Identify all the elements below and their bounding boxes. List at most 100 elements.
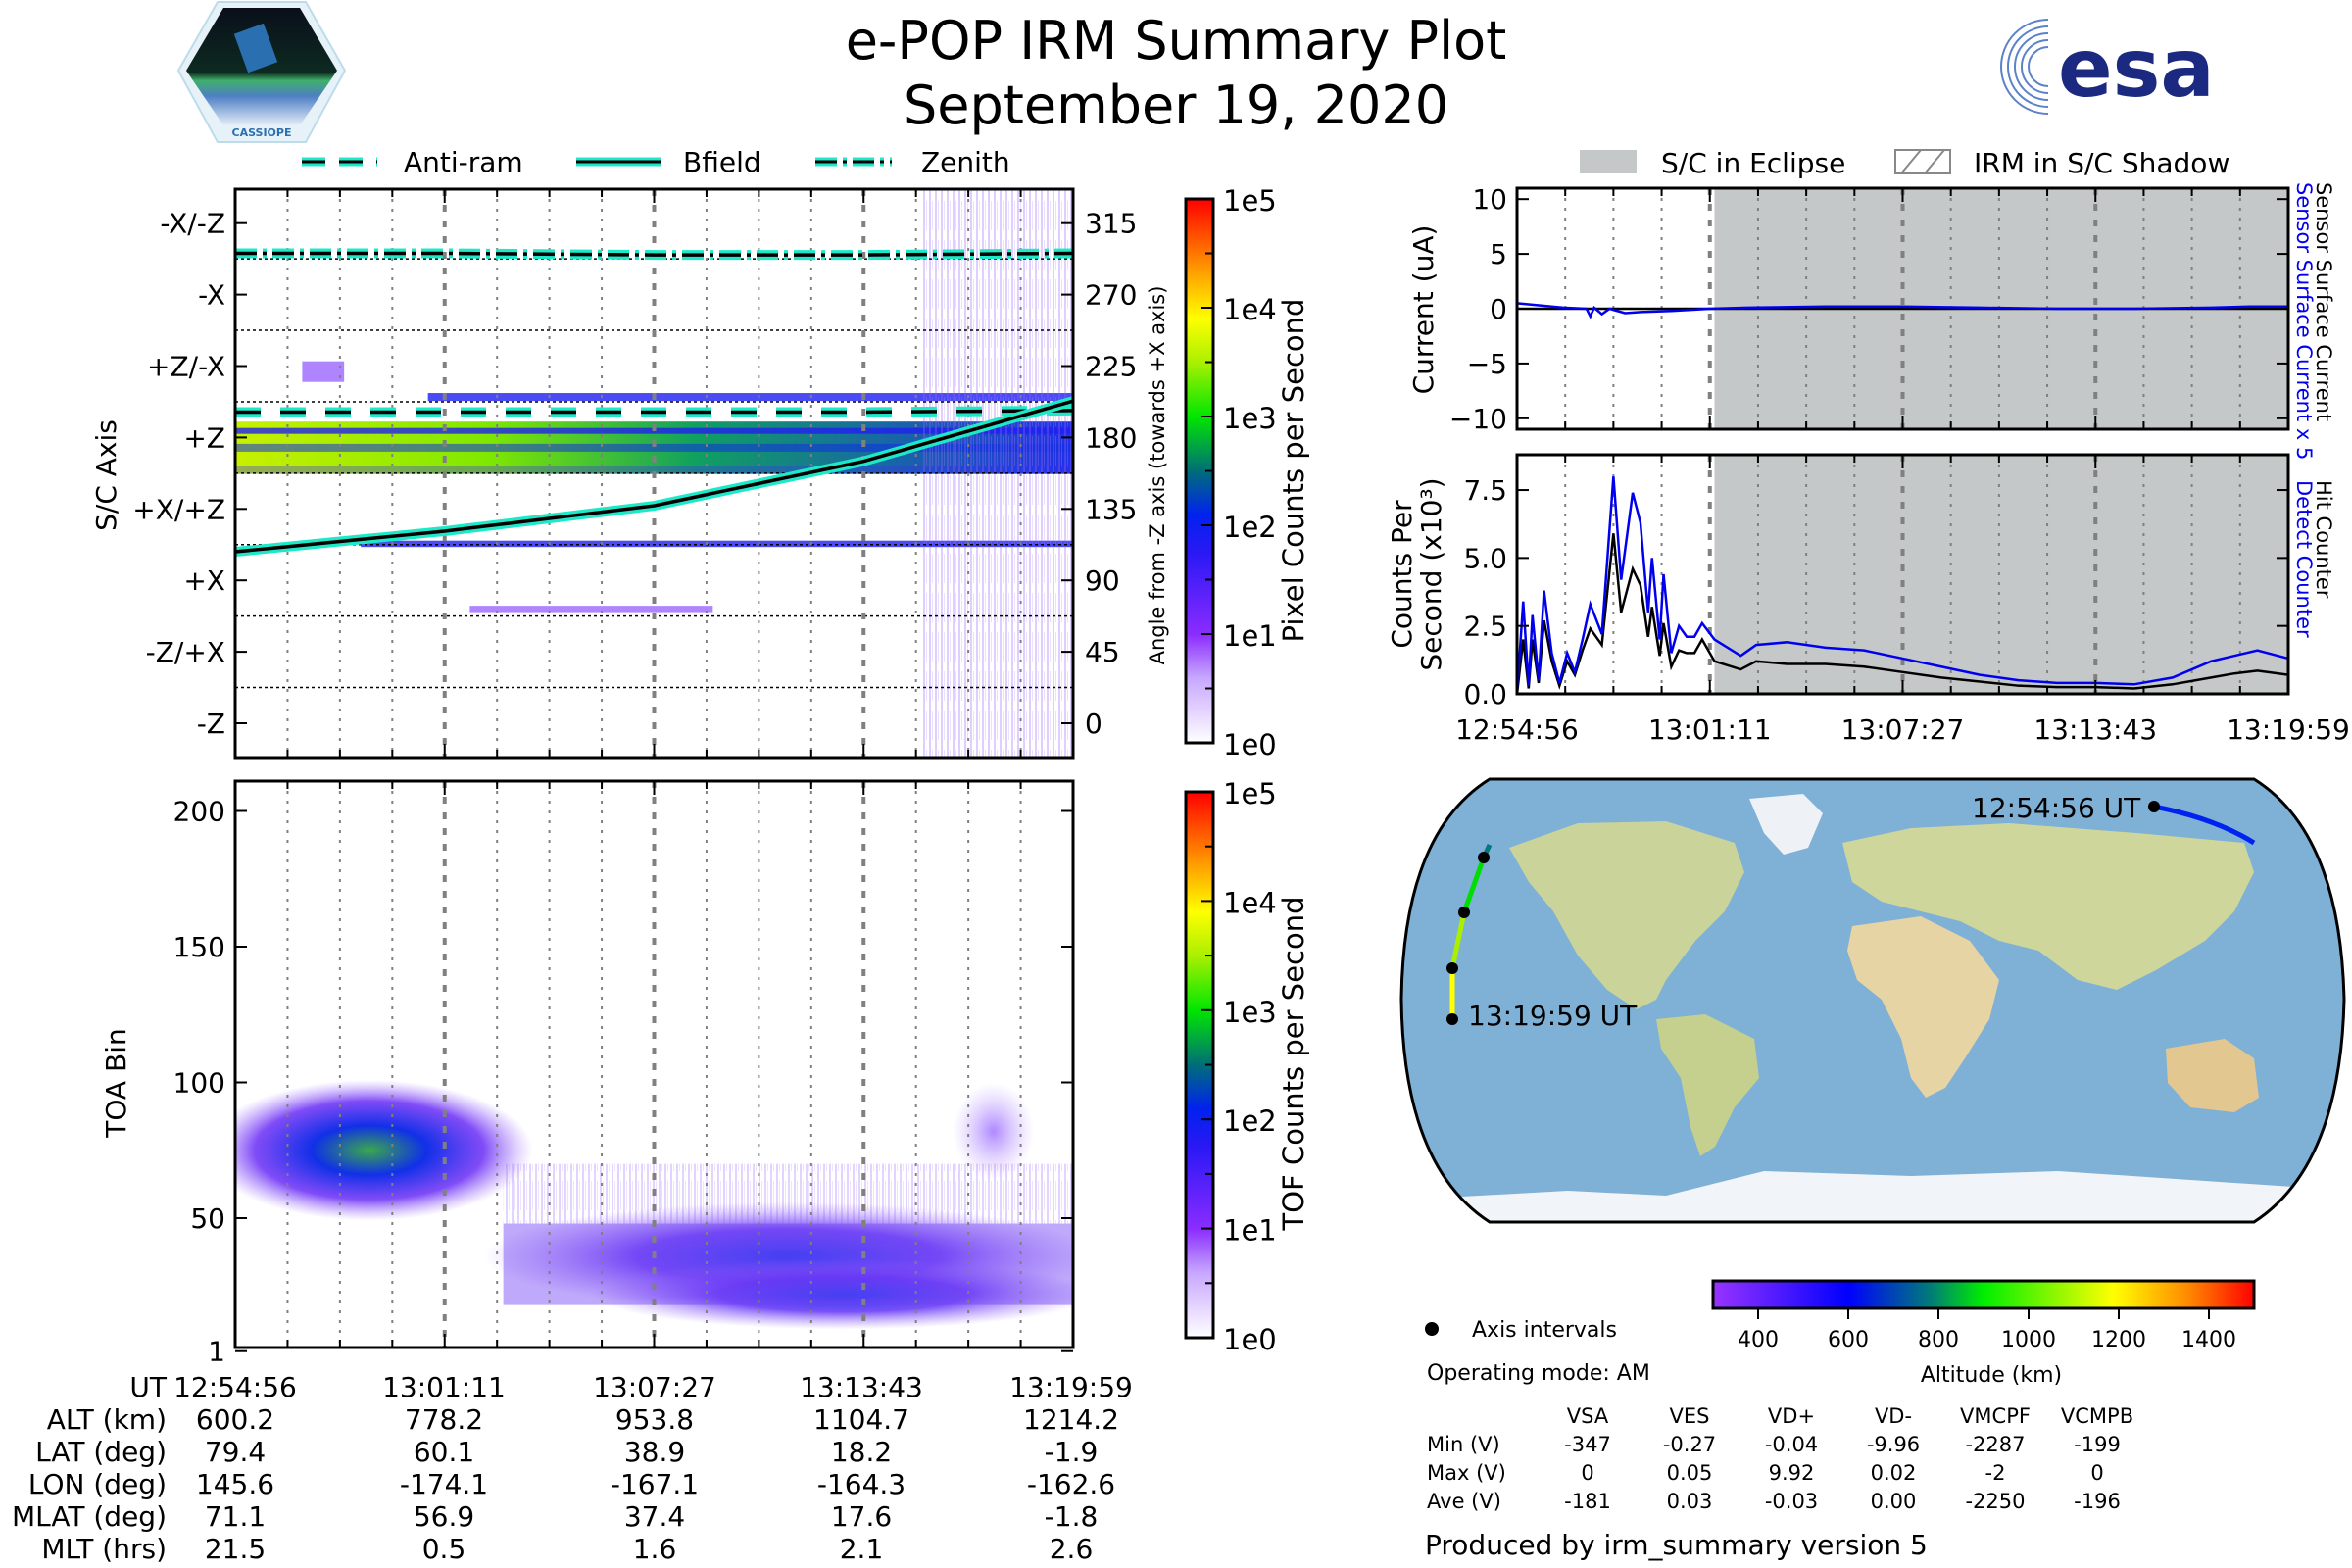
counts-right-label-blue: Detect Counter [2292,480,2316,638]
toa-band-fill [503,1223,1073,1305]
ephemeris-cell: 37.4 [624,1500,685,1533]
voltage-cell: 0 [2090,1461,2103,1485]
altitude-tick-label: 800 [1918,1328,1959,1352]
voltage-cell: -9.96 [1867,1433,1920,1456]
voltage-cell: -199 [2074,1433,2121,1456]
angle-tick-label: 270 [1085,279,1137,312]
series-line-sensor-surface-current-x-5 [1516,302,2288,319]
y-tick-label: 2.5 [1463,611,1507,643]
y-tick-label: −5 [1467,348,1507,380]
altitude-tick-label: 1200 [2091,1328,2146,1352]
colorbar-tick-label: 1e4 [1223,886,1277,919]
current-panel: 10 5 0 −5 −10 [1449,183,2290,435]
s-c-axis-label: -Z [197,708,225,740]
ephemeris-cell: 2.6 [1050,1533,1094,1565]
altitude-tick-label: 1400 [2181,1328,2236,1352]
antarctica [1401,1171,2344,1222]
ephemeris-cell: 2.1 [840,1533,884,1565]
voltage-header: VES [1670,1404,1710,1428]
colorbar-tick-label: 1e0 [1223,728,1277,761]
track-interval-point [1446,1013,1458,1025]
ephemeris-cell: 600.2 [196,1403,274,1436]
legend-shadow-label: IRM in S/C Shadow [1974,147,2230,179]
toa-tick-label: 150 [173,931,225,963]
attitude-legend: Anti-ram Bfield Zenith [302,146,1010,178]
angle-tick-label: 45 [1085,636,1120,668]
spectrogram-band [469,606,713,612]
voltage-cell: 0.03 [1667,1490,1713,1513]
tof-colorbar: 1e0 1e1 1e2 1e3 1e4 1e5 [1184,777,1277,1356]
australia [2166,1039,2259,1112]
altitude-tick-label: 1000 [2001,1328,2056,1352]
zenith-line [235,251,1073,257]
toa-tick-label: 200 [173,796,225,828]
voltage-cell: -2 [1985,1461,2006,1485]
colorbar-tick-label: 1e1 [1223,619,1277,653]
pixel-colorbar: 1e0 1e1 1e2 1e3 1e4 1e5 [1184,184,1277,761]
colorbar-tick-label: 1e2 [1223,1104,1277,1138]
voltage-cell: 0.02 [1871,1461,1917,1485]
ephemeris-cell: 13:01:11 [382,1371,506,1403]
colorbar-tick-label: 1e4 [1223,293,1277,326]
satellite-icon [233,23,278,74]
voltage-cell: -0.03 [1765,1490,1818,1513]
pixel-colorbar-label: Pixel Counts per Second [1277,299,1310,643]
current-right-label-black: Sensor Surface Current [2312,182,2335,421]
ephemeris-cell: 13:19:59 [1009,1371,1133,1403]
voltage-row-label: Ave (V) [1427,1490,1501,1513]
voltage-cell: -181 [1564,1490,1611,1513]
ephemeris-row-label: LAT (deg) [35,1436,167,1468]
voltage-cell: -0.27 [1663,1433,1716,1456]
legend-anti-ram-label: Anti-ram [404,146,523,178]
y-tick-label: 7.5 [1463,474,1507,507]
toa-spectrogram-blobs [235,1079,1073,1330]
voltage-header: VSA [1567,1404,1609,1428]
voltage-cell: 0.00 [1871,1490,1917,1513]
altitude-tick-label: 600 [1828,1328,1869,1352]
greenland [1749,794,1823,855]
track-interval-point [1446,962,1458,974]
toa-spectrogram-ylabel: TOA Bin [100,1028,132,1138]
s-c-axis-label: -Z/+X [146,636,225,668]
page-date: September 19, 2020 [903,74,1449,136]
s-c-axis-label: -X [198,279,225,312]
angle-spectrogram: -X/-Z -X +Z/-X +Z +X/+Z +X -Z/+X -Z 315 270 225 180… [132,187,1137,760]
angle-spectrogram-right-ylabel: Angle from -Z axis (towards +X axis) [1146,286,1169,665]
spectrogram-band [361,540,1073,548]
track-interval-points [1446,801,2160,1025]
z-band-stripe [235,443,1073,452]
ephemeris-cell: 79.4 [205,1436,266,1468]
counts-panel: 12:54:56 13:01:11 13:07:27 13:13:43 13:19:59… [1455,453,2350,746]
x-tick-label: 13:13:43 [2034,713,2157,746]
s-c-axis-label: +X/+Z [132,493,225,525]
axis-intervals-marker [1425,1322,1439,1336]
angle-noise-region [921,189,1073,758]
bfield-line [235,399,1073,554]
voltage-cell: 0.05 [1667,1461,1713,1485]
altitude-tick-label: 400 [1738,1328,1779,1352]
counts-ylabel-line1: Counts Per [1386,500,1418,649]
ephemeris-cell: 71.1 [205,1500,266,1533]
attitude-lines [235,248,1073,558]
ephemeris-cell: -1.9 [1045,1436,1099,1468]
voltage-header: VD- [1875,1404,1912,1428]
north-america [1509,821,1744,1009]
ephemeris-cell: 778.2 [405,1403,483,1436]
ephemeris-cell: -167.1 [611,1468,699,1500]
south-america [1656,1014,1759,1156]
voltage-row-label: Min (V) [1427,1433,1500,1456]
ground-track-map: 12:54:56 UT 13:19:59 UT [1399,777,2346,1224]
africa [1847,916,1999,1098]
ephemeris-cell: 21.5 [205,1533,266,1565]
track-end-label: 13:19:59 UT [1468,1000,1638,1032]
voltage-table: VSA VES VD+ VD- VMCPF VCMPB Min (V) -347 -0.27 -0… [1427,1404,2133,1513]
toa-tick-label: 1 [208,1336,225,1368]
colorbar-tick-label: 1e3 [1223,996,1277,1029]
y-tick-label: 10 [1472,183,1507,216]
legend-bfield: Bfield [576,146,761,178]
altitude-colorbar-label: Altitude (km) [1921,1363,2062,1388]
track-interval-point [1458,906,1470,918]
current-right-label-blue: Sensor Surface Current x 5 [2292,182,2316,460]
